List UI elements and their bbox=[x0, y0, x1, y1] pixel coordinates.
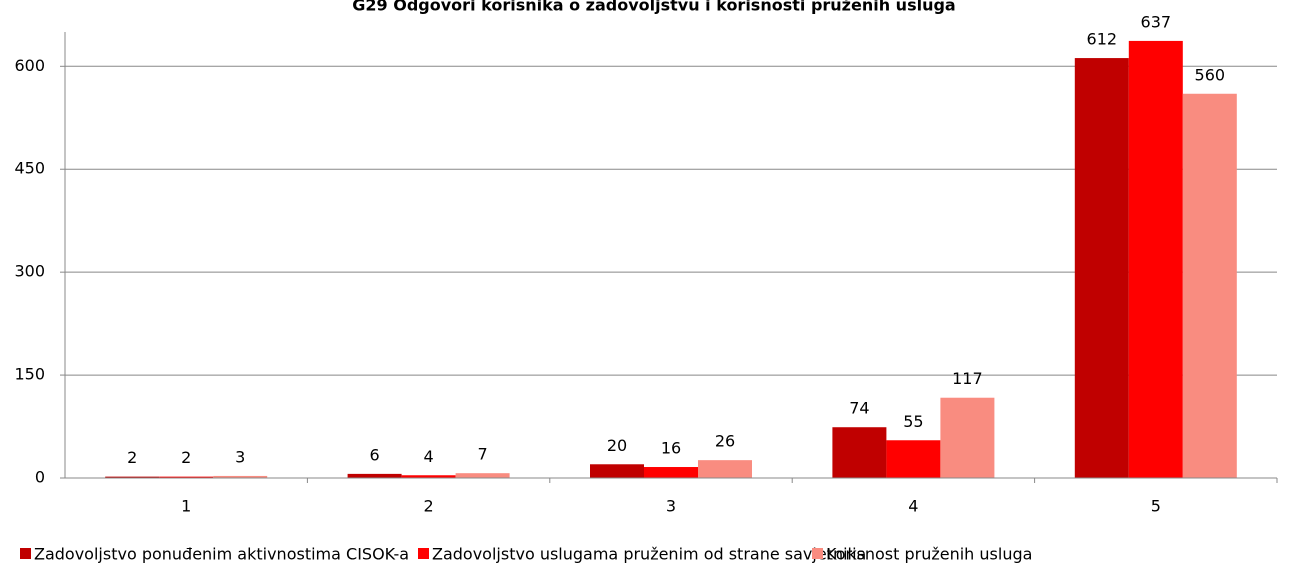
bar bbox=[644, 467, 698, 478]
y-tick-label: 450 bbox=[14, 159, 45, 178]
data-label: 637 bbox=[1141, 12, 1172, 31]
data-label: 612 bbox=[1087, 30, 1118, 49]
bar bbox=[1074, 58, 1129, 478]
bar bbox=[940, 397, 995, 478]
data-label: 26 bbox=[715, 432, 735, 451]
bar bbox=[590, 464, 644, 478]
data-label: 74 bbox=[849, 399, 869, 418]
bar bbox=[1128, 40, 1183, 479]
legend-label: Zadovoljstvo ponuđenim aktivnostima CISO… bbox=[34, 545, 409, 564]
chart-title: G29 Odgovori korisnika o zadovoljstvu i … bbox=[352, 0, 955, 15]
bar bbox=[832, 427, 887, 478]
data-label: 7 bbox=[478, 445, 488, 464]
bar bbox=[698, 460, 752, 478]
data-label: 20 bbox=[607, 436, 627, 455]
data-label: 2 bbox=[127, 448, 137, 467]
x-tick-label: 2 bbox=[424, 497, 434, 516]
bar bbox=[455, 473, 510, 478]
bar bbox=[1182, 93, 1237, 478]
legend-label: Zadovoljstvo uslugama pruženim od strane… bbox=[432, 545, 866, 564]
y-tick-label: 0 bbox=[35, 468, 45, 487]
data-label: 560 bbox=[1195, 65, 1226, 84]
y-tick-label: 300 bbox=[14, 262, 45, 281]
data-label: 117 bbox=[952, 369, 983, 388]
data-label: 55 bbox=[903, 412, 923, 431]
data-label: 16 bbox=[661, 439, 681, 458]
bar bbox=[401, 475, 456, 478]
legend-label: Korisnost pruženih usluga bbox=[826, 545, 1032, 564]
bar bbox=[105, 476, 160, 478]
y-tick-label: 600 bbox=[14, 56, 45, 75]
bar bbox=[886, 440, 941, 478]
legend-swatch bbox=[812, 548, 823, 559]
y-tick-label: 150 bbox=[14, 365, 45, 384]
data-label: 2 bbox=[181, 448, 191, 467]
data-label: 6 bbox=[370, 445, 380, 464]
x-tick-label: 1 bbox=[181, 497, 191, 516]
x-tick-label: 4 bbox=[908, 497, 918, 516]
x-tick-label: 5 bbox=[1151, 497, 1161, 516]
data-label: 3 bbox=[235, 447, 245, 466]
x-tick-label: 3 bbox=[666, 497, 676, 516]
legend-swatch bbox=[418, 548, 429, 559]
bar bbox=[213, 475, 268, 478]
bar bbox=[159, 476, 214, 478]
bar bbox=[347, 473, 402, 478]
data-label: 4 bbox=[424, 447, 434, 466]
legend-swatch bbox=[20, 548, 31, 559]
